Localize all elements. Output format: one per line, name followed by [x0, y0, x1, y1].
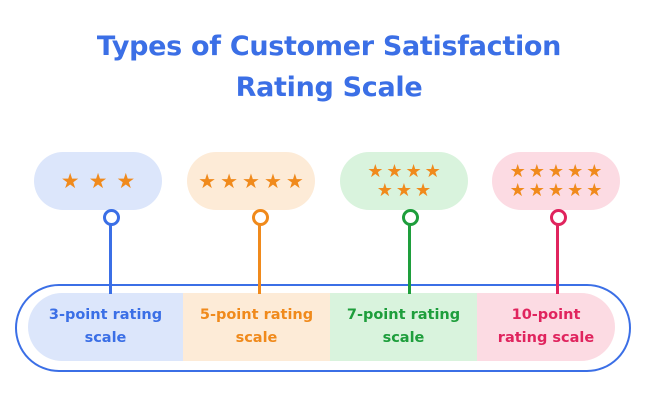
page-title: Types of Customer Satisfaction Rating Sc…: [0, 26, 658, 108]
title-line-2: Rating Scale: [235, 72, 423, 103]
three-star-icons: ★★★: [60, 168, 145, 193]
three-point-stars-pill: ★★★: [34, 152, 162, 210]
ten-point-scale-segment: 10-point rating scale: [477, 293, 615, 361]
three-point-label-line-1: 3-point rating: [48, 307, 163, 323]
seven-point-label-line-2: scale: [382, 330, 425, 346]
seven-star-icons-row-2: ★★★: [376, 180, 435, 201]
seven-point-scale-segment: 7-point rating scale: [330, 293, 477, 361]
seven-point-label-line-1: 7-point rating: [346, 307, 461, 323]
five-point-scale-segment: 5-point rating scale: [183, 293, 330, 361]
five-point-label-line-2: scale: [235, 330, 278, 346]
ten-point-label-line-2: rating scale: [497, 330, 595, 346]
three-point-scale-segment: 3-point rating scale: [28, 293, 183, 361]
five-point-stars-pill: ★★★★★: [187, 152, 315, 210]
ten-point-label-line-1: 10-point: [511, 307, 581, 323]
ten-point-connector-line: [556, 222, 559, 294]
seven-star-icons-row-1: ★★★★: [367, 161, 444, 182]
title-line-1: Types of Customer Satisfaction: [96, 31, 562, 62]
three-point-label-line-2: scale: [84, 330, 127, 346]
seven-point-stars-pill: ★★★★ ★★★: [340, 152, 468, 210]
five-point-connector-line: [258, 222, 261, 294]
ten-star-icons-row-1: ★★★★★: [509, 161, 606, 182]
five-point-label-line-1: 5-point rating: [199, 307, 314, 323]
three-point-connector-dot: [103, 209, 120, 226]
three-point-connector-line: [109, 222, 112, 294]
five-star-icons: ★★★★★: [198, 168, 308, 193]
ten-star-icons-row-2: ★★★★★: [509, 180, 606, 201]
seven-point-connector-dot: [402, 209, 419, 226]
seven-point-connector-line: [408, 222, 411, 294]
ten-point-stars-pill: ★★★★★ ★★★★★: [492, 152, 620, 210]
ten-point-connector-dot: [550, 209, 567, 226]
five-point-connector-dot: [252, 209, 269, 226]
